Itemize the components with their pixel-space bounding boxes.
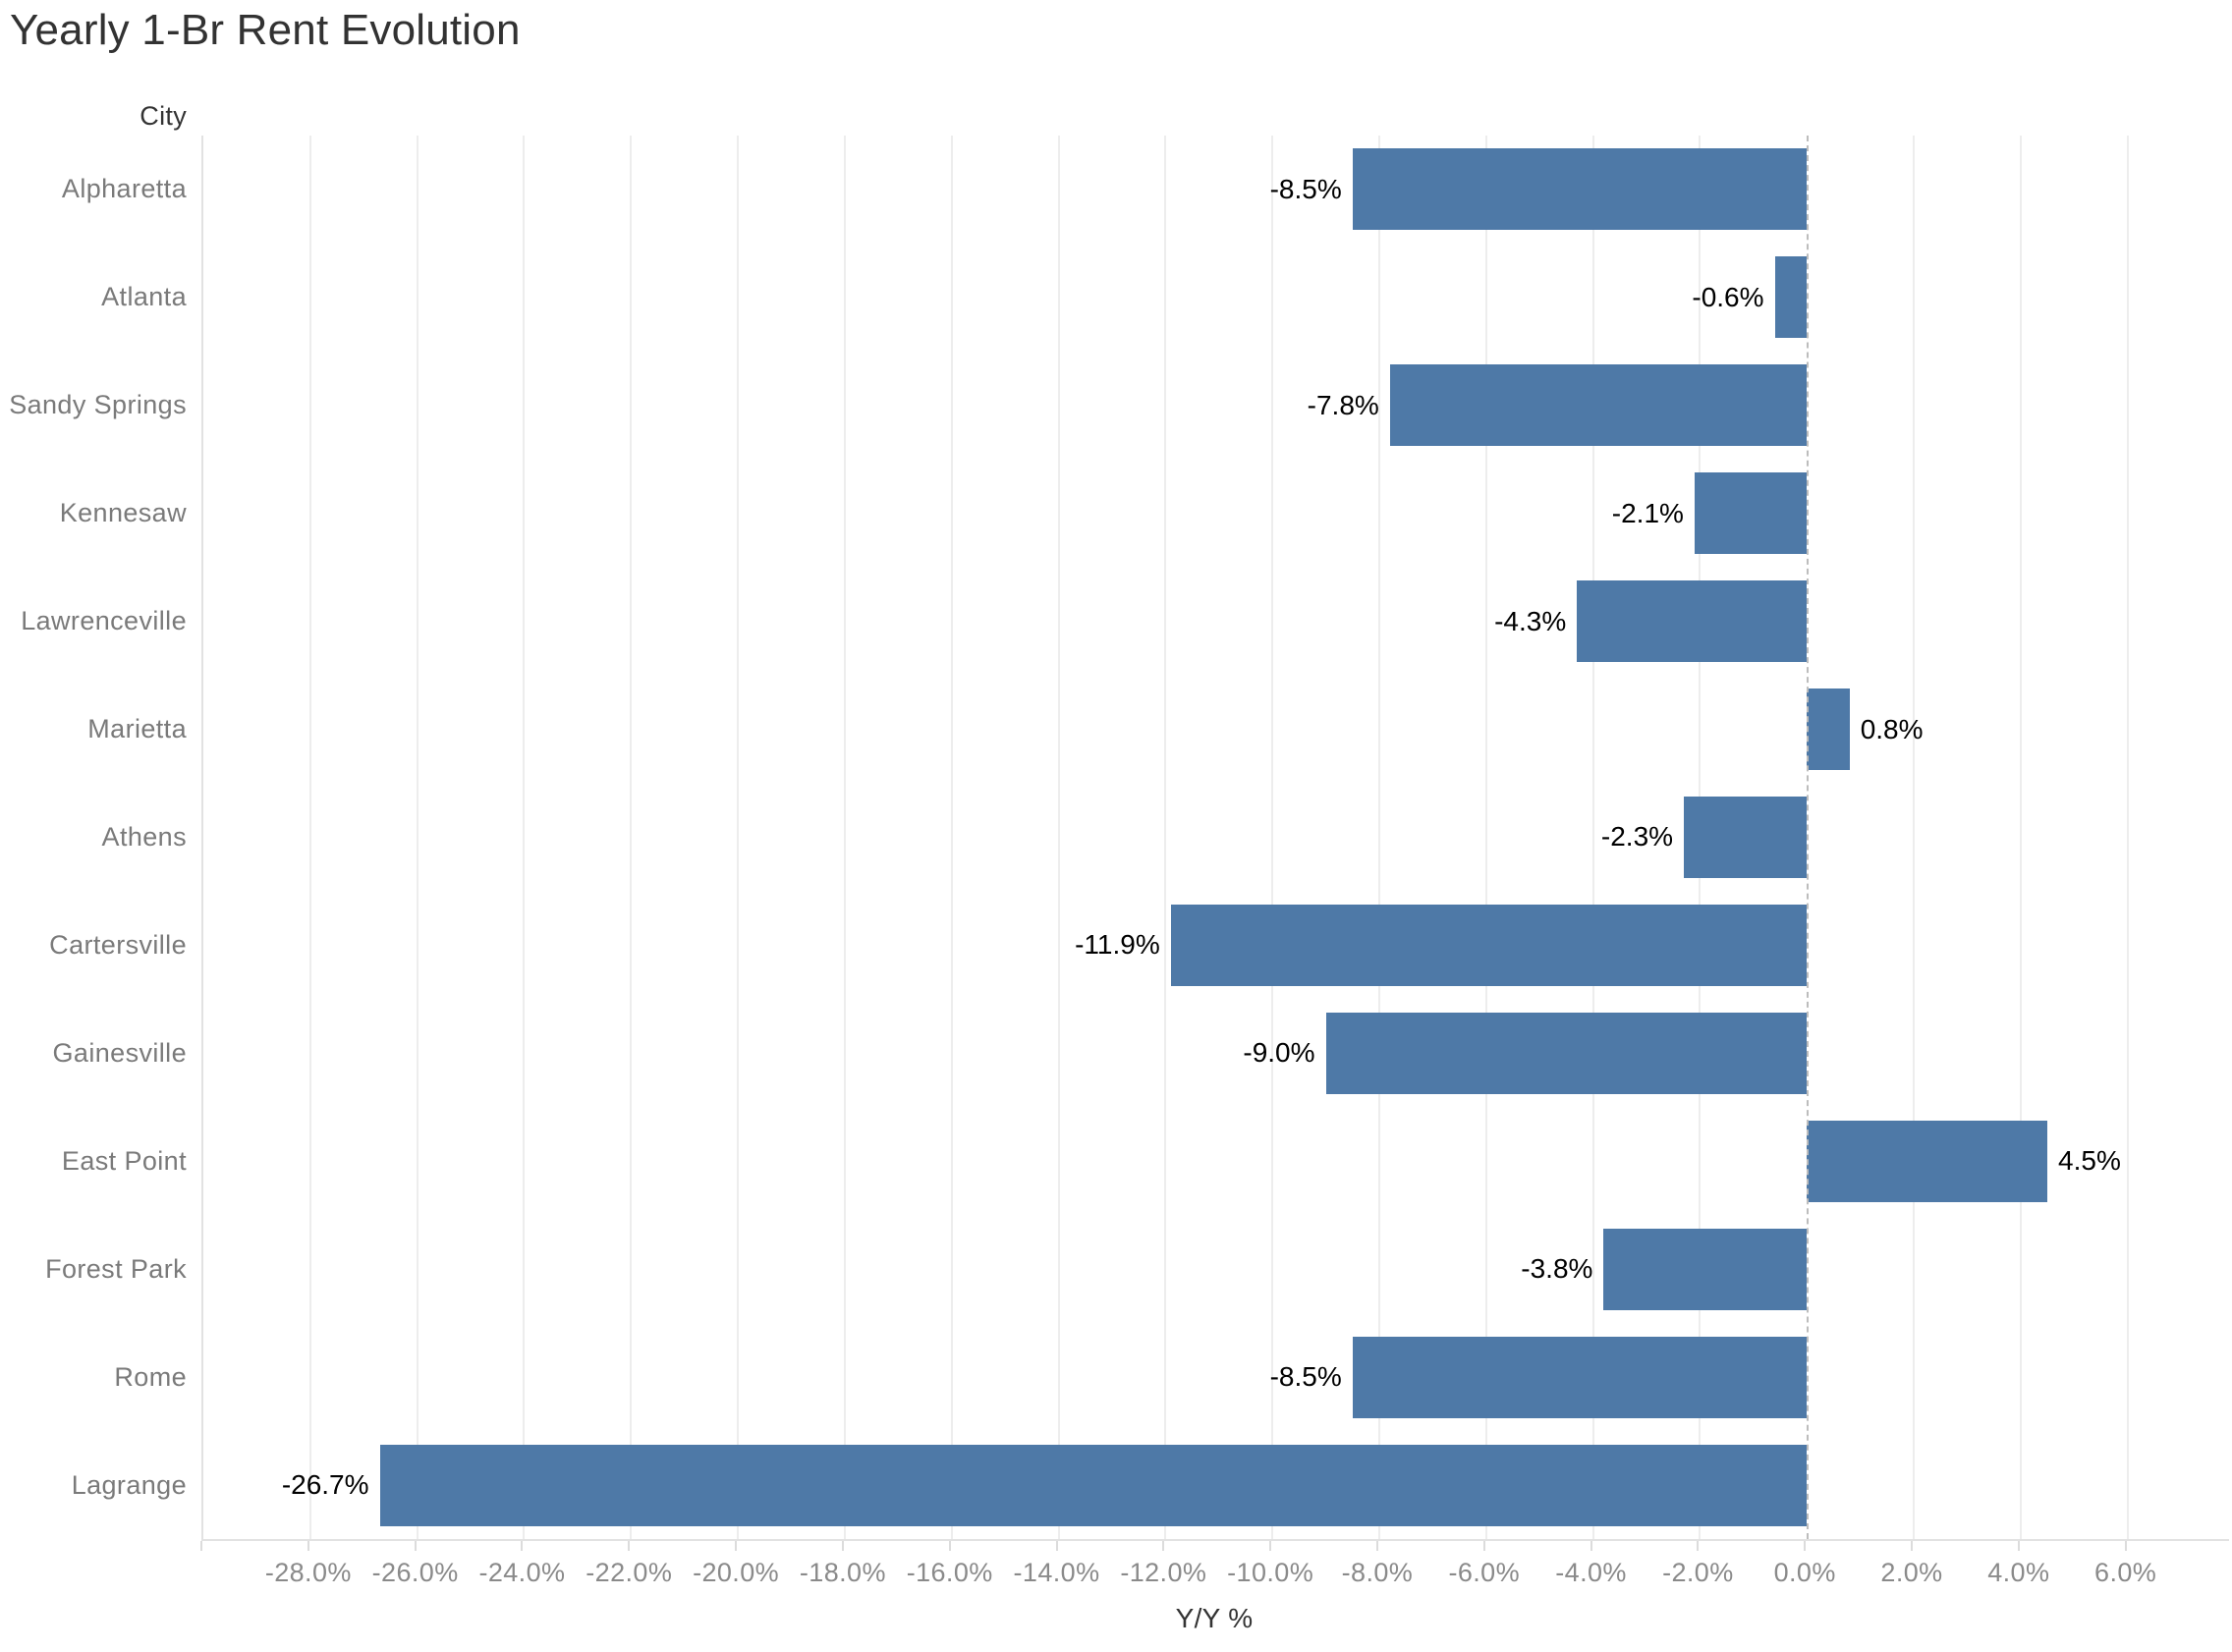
category-label[interactable]: Marietta — [87, 714, 187, 744]
category-axis-header: City — [140, 101, 187, 131]
x-axis-tick — [948, 1541, 951, 1551]
x-tick-label: -10.0% — [1227, 1558, 1314, 1587]
x-tick-label: -4.0% — [1555, 1558, 1627, 1587]
bar[interactable] — [1170, 904, 1808, 986]
x-gridline — [1913, 136, 1915, 1539]
bar-value-label: -2.3% — [1600, 821, 1674, 853]
x-gridline — [950, 136, 953, 1539]
x-axis-tick — [200, 1541, 202, 1551]
x-axis-tick — [1697, 1541, 1700, 1551]
x-axis-tick — [2017, 1541, 2020, 1551]
x-gridline — [1164, 136, 1167, 1539]
x-gridline — [1377, 136, 1380, 1539]
x-tick-label: -18.0% — [799, 1558, 886, 1587]
x-tick-label: 6.0% — [2094, 1558, 2157, 1587]
x-gridline — [523, 136, 526, 1539]
x-gridline — [1057, 136, 1060, 1539]
bar[interactable] — [1807, 1120, 2048, 1202]
x-axis-title: Y/Y % — [1175, 1603, 1254, 1633]
x-axis-tick — [521, 1541, 524, 1551]
category-label[interactable]: Atlanta — [101, 282, 187, 312]
x-tick-label: -28.0% — [264, 1558, 352, 1587]
bar[interactable] — [1352, 148, 1808, 231]
x-gridline — [843, 136, 846, 1539]
x-tick-label: -24.0% — [478, 1558, 566, 1587]
bar-value-label: -0.6% — [1692, 281, 1764, 312]
category-label[interactable]: Kennesaw — [59, 498, 187, 528]
category-label[interactable]: Forest Park — [45, 1253, 187, 1284]
x-tick-label: -12.0% — [1120, 1558, 1207, 1587]
x-tick-label: 0.0% — [1773, 1558, 1836, 1587]
bar[interactable] — [1352, 1336, 1808, 1418]
bar-value-label: -2.1% — [1611, 497, 1684, 528]
category-label[interactable]: Sandy Springs — [9, 390, 187, 420]
x-gridline — [2019, 136, 2022, 1539]
x-axis-tick — [1055, 1541, 1058, 1551]
x-axis-tick — [1804, 1541, 1807, 1551]
category-label[interactable]: Lawrenceville — [21, 606, 187, 636]
zero-line — [1807, 136, 1810, 1539]
chart-title: Yearly 1-Br Rent Evolution — [10, 6, 521, 54]
bar-value-label: -7.8% — [1307, 389, 1379, 420]
bar[interactable] — [1684, 797, 1808, 878]
bar[interactable] — [1694, 472, 1808, 555]
x-tick-label: -6.0% — [1448, 1558, 1521, 1587]
category-label[interactable]: Athens — [101, 821, 187, 852]
x-tick-label: -26.0% — [371, 1558, 459, 1587]
bar-value-label: -4.3% — [1494, 605, 1567, 636]
category-label[interactable]: East Point — [61, 1145, 187, 1176]
x-tick-label: -16.0% — [906, 1558, 993, 1587]
x-tick-label: -20.0% — [693, 1558, 780, 1587]
x-axis-tick — [1482, 1541, 1485, 1551]
x-gridline — [416, 136, 418, 1539]
bar-value-label: -3.8% — [1521, 1253, 1593, 1285]
bar-value-label: -11.9% — [1075, 929, 1160, 961]
bar-value-label: -9.0% — [1243, 1037, 1315, 1069]
bar[interactable] — [1603, 1228, 1808, 1310]
bar[interactable] — [1325, 1012, 1808, 1094]
x-gridline — [2126, 136, 2129, 1539]
x-tick-label: 2.0% — [1880, 1558, 1943, 1587]
x-gridline — [1271, 136, 1274, 1539]
x-tick-label: -2.0% — [1662, 1558, 1734, 1587]
bar[interactable] — [379, 1444, 1808, 1526]
plot-area: -8.5% -0.6% -7.8% -2.1% -4.3% 0.8% -2.3% -11.9%… — [201, 136, 2229, 1541]
x-axis-tick — [735, 1541, 738, 1551]
bar-value-label: -8.5% — [1269, 1361, 1342, 1393]
x-gridline — [1484, 136, 1487, 1539]
x-axis-tick — [307, 1541, 309, 1551]
category-label[interactable]: Cartersville — [49, 929, 187, 960]
x-gridline — [1591, 136, 1594, 1539]
category-label[interactable]: Alpharetta — [61, 174, 187, 204]
x-tick-label: -14.0% — [1013, 1558, 1100, 1587]
x-tick-label: 4.0% — [1987, 1558, 2050, 1587]
bar-value-label: -26.7% — [281, 1469, 369, 1501]
category-label[interactable]: Rome — [114, 1361, 187, 1392]
bar[interactable] — [1774, 256, 1808, 339]
x-axis-tick — [2124, 1541, 2127, 1551]
x-tick-label: -22.0% — [586, 1558, 673, 1587]
x-axis-tick — [414, 1541, 417, 1551]
x-axis-tick — [1911, 1541, 1913, 1551]
category-label[interactable]: Lagrange — [71, 1469, 187, 1500]
x-axis-tick — [1269, 1541, 1272, 1551]
x-gridline — [308, 136, 311, 1539]
x-gridline — [630, 136, 633, 1539]
bar[interactable] — [1389, 364, 1808, 447]
bar-value-label: -8.5% — [1269, 173, 1342, 204]
bar[interactable] — [1577, 580, 1808, 663]
bar[interactable] — [1807, 688, 1850, 771]
x-axis-tick — [1590, 1541, 1592, 1551]
x-axis-tick — [841, 1541, 844, 1551]
x-axis-tick — [1162, 1541, 1165, 1551]
bar-value-label: 4.5% — [2058, 1145, 2121, 1177]
bar-value-label: 0.8% — [1860, 713, 1924, 744]
x-axis-tick — [628, 1541, 631, 1551]
x-gridline — [737, 136, 740, 1539]
x-tick-label: -8.0% — [1341, 1558, 1414, 1587]
x-axis-tick — [1375, 1541, 1378, 1551]
category-label[interactable]: Gainesville — [52, 1037, 187, 1068]
